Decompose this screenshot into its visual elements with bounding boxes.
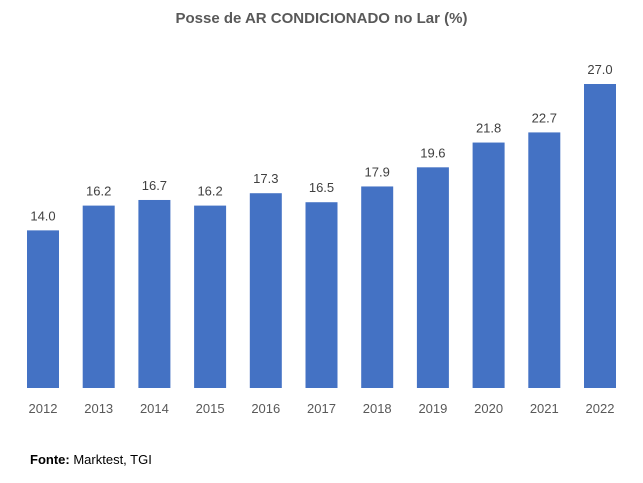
bar-2021 [528,132,561,388]
bar-2012 [27,230,59,388]
x-tick-label-2016: 2016 [251,401,280,416]
chart-title: Posse de AR CONDICIONADO no Lar (%) [175,10,468,27]
source-note: Fonte: Marktest, TGI [30,452,152,467]
x-tick-label-2021: 2021 [530,401,559,416]
bar-2015 [194,205,227,388]
data-label-2015: 16.2 [197,184,222,199]
x-tick-label-2015: 2015 [196,401,225,416]
x-tick-label-2013: 2013 [84,401,113,416]
data-label-2013: 16.2 [86,184,111,199]
data-label-2020: 21.8 [476,121,501,136]
x-tick-label-2020: 2020 [474,401,503,416]
data-label-2018: 17.9 [365,164,390,179]
bar-2018 [361,186,394,388]
bar-2019 [416,167,449,388]
source-text: Marktest, TGI [73,452,152,467]
x-tick-label-2012: 2012 [29,401,58,416]
bar-2020 [472,142,505,388]
source-label: Fonte: [30,452,70,467]
data-label-2021: 22.7 [532,110,557,125]
data-label-2017: 16.5 [309,180,334,195]
bar-2014 [138,199,171,388]
bar-chart: 14.0 2012 16.2 2013 16.7 2014 16.2 2015 17.3 2016… [27,62,616,416]
x-tick-label-2022: 2022 [586,401,615,416]
data-label-2019: 19.6 [420,145,445,160]
x-tick-label-2018: 2018 [363,401,392,416]
bar-2017 [305,202,338,388]
x-tick-label-2014: 2014 [140,401,169,416]
x-tick-label-2019: 2019 [418,401,447,416]
x-tick-label-2017: 2017 [307,401,336,416]
bar-2013 [82,205,115,388]
data-label-2012: 14.0 [30,208,55,223]
data-label-2022: 27.0 [587,62,612,77]
data-label-2016: 17.3 [253,171,278,186]
bar-2016 [249,193,282,388]
data-label-2014: 16.7 [142,178,167,193]
bar-2022 [584,84,616,388]
